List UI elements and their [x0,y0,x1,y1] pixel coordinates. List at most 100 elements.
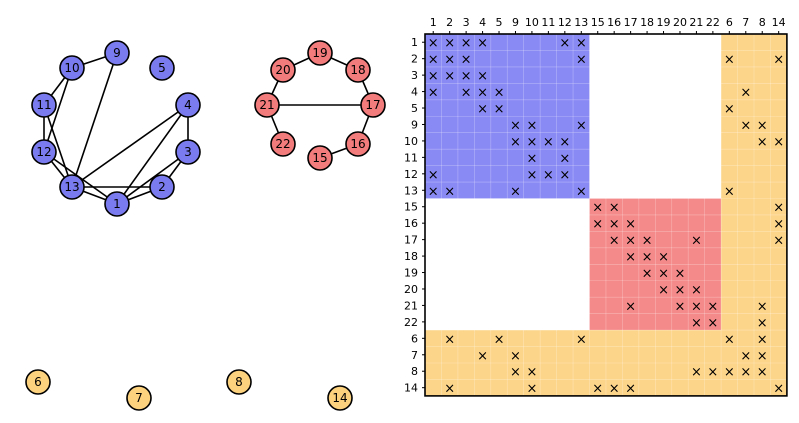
node-4: 4 [175,92,201,118]
row-label: 19 [404,267,418,280]
row-label: 22 [404,316,418,329]
matrix-entry-2-14: × [773,53,784,68]
col-label: 19 [657,16,671,29]
row-label: 15 [404,201,418,214]
node-9: 9 [104,40,130,66]
edge-13-4 [71,104,189,188]
node-12: 12 [31,139,57,165]
col-label: 7 [742,16,749,29]
matrix-entry-4-5: × [494,86,505,101]
node-circle [270,131,296,157]
col-label: 11 [541,16,555,29]
matrix-entry-4-1: × [428,86,439,101]
node-label: 4 [184,98,192,112]
matrix-entry-3-4: × [477,69,488,84]
matrix-entry-8-21: × [691,365,702,380]
matrix-entry-11-10: × [526,151,537,166]
matrix-entry-5-6: × [724,102,735,117]
node-circle [307,40,333,66]
col-label: 22 [706,16,720,29]
row-label: 7 [411,349,418,362]
matrix-entry-11-12: × [559,151,570,166]
row-label: 5 [411,102,418,115]
matrix-entry-4-7: × [740,86,751,101]
node-17: 17 [360,92,386,118]
adjacency-matrix: 1122334455991010111112121313151516161717… [404,16,788,397]
matrix-entry-16-16: × [609,217,620,232]
matrix-entry-12-1: × [428,168,439,183]
matrix-entry-18-17: × [625,250,636,265]
node-label: 20 [275,63,290,77]
node-circle [327,385,353,411]
matrix-entry-16-14: × [773,217,784,232]
matrix-entry-7-7: × [740,349,751,364]
matrix-entry-6-8: × [757,332,768,347]
matrix-entry-14-15: × [592,382,603,397]
matrix-entry-6-2: × [444,332,455,347]
matrix-entry-8-7: × [740,365,751,380]
edge-10-12 [43,67,73,153]
col-label: 2 [446,16,453,29]
matrix-entry-6-6: × [724,332,735,347]
matrix-entry-2-3: × [461,53,472,68]
node-circle [307,145,333,171]
matrix-entry-10-8: × [757,135,768,150]
matrix-entry-10-14: × [773,135,784,150]
col-label: 17 [624,16,638,29]
node-label: 7 [135,391,143,405]
node-circle [31,92,57,118]
matrix-entry-2-13: × [576,53,587,68]
matrix-entry-8-9: × [510,365,521,380]
node-label: 3 [184,145,192,159]
node-3: 3 [175,139,201,165]
col-label: 14 [772,16,786,29]
col-label: 8 [759,16,766,29]
block-blue [425,34,590,199]
node-circle [126,385,152,411]
matrix-entry-9-9: × [510,118,521,133]
edge-9-13 [71,52,118,188]
row-label: 6 [411,332,418,345]
col-label: 5 [496,16,503,29]
col-label: 1 [430,16,437,29]
matrix-entry-20-20: × [675,283,686,298]
matrix-entry-10-11: × [543,135,554,150]
row-label: 16 [404,217,418,230]
row-label: 2 [411,53,418,66]
node-label: 16 [350,137,365,151]
row-label: 17 [404,234,418,247]
col-label: 4 [479,16,486,29]
node-10: 10 [59,55,85,81]
matrix-entry-10-9: × [510,135,521,150]
col-label: 21 [689,16,703,29]
matrix-entry-7-9: × [510,349,521,364]
matrix-entry-2-1: × [428,53,439,68]
col-label: 20 [673,16,687,29]
matrix-entry-14-14: × [773,382,784,397]
block-red [589,198,722,331]
node-label: 19 [312,46,327,60]
matrix-entry-2-2: × [444,53,455,68]
node-label: 21 [259,98,274,112]
node-6: 6 [25,369,51,395]
matrix-entry-13-2: × [444,184,455,199]
matrix-entry-13-1: × [428,184,439,199]
matrix-entry-19-18: × [642,267,653,282]
matrix-entry-1-2: × [444,36,455,51]
matrix-entry-15-14: × [773,201,784,216]
col-label: 16 [607,16,621,29]
node-circle [25,369,51,395]
matrix-entry-6-13: × [576,332,587,347]
row-label: 13 [404,184,418,197]
node-15: 15 [307,145,333,171]
matrix-entry-17-16: × [609,234,620,249]
matrix-entry-21-20: × [675,299,686,314]
col-label: 6 [726,16,733,29]
matrix-entry-10-12: × [559,135,570,150]
node-5: 5 [149,55,175,81]
node-circle [59,174,85,200]
node-22: 22 [270,131,296,157]
matrix-entry-3-2: × [444,69,455,84]
